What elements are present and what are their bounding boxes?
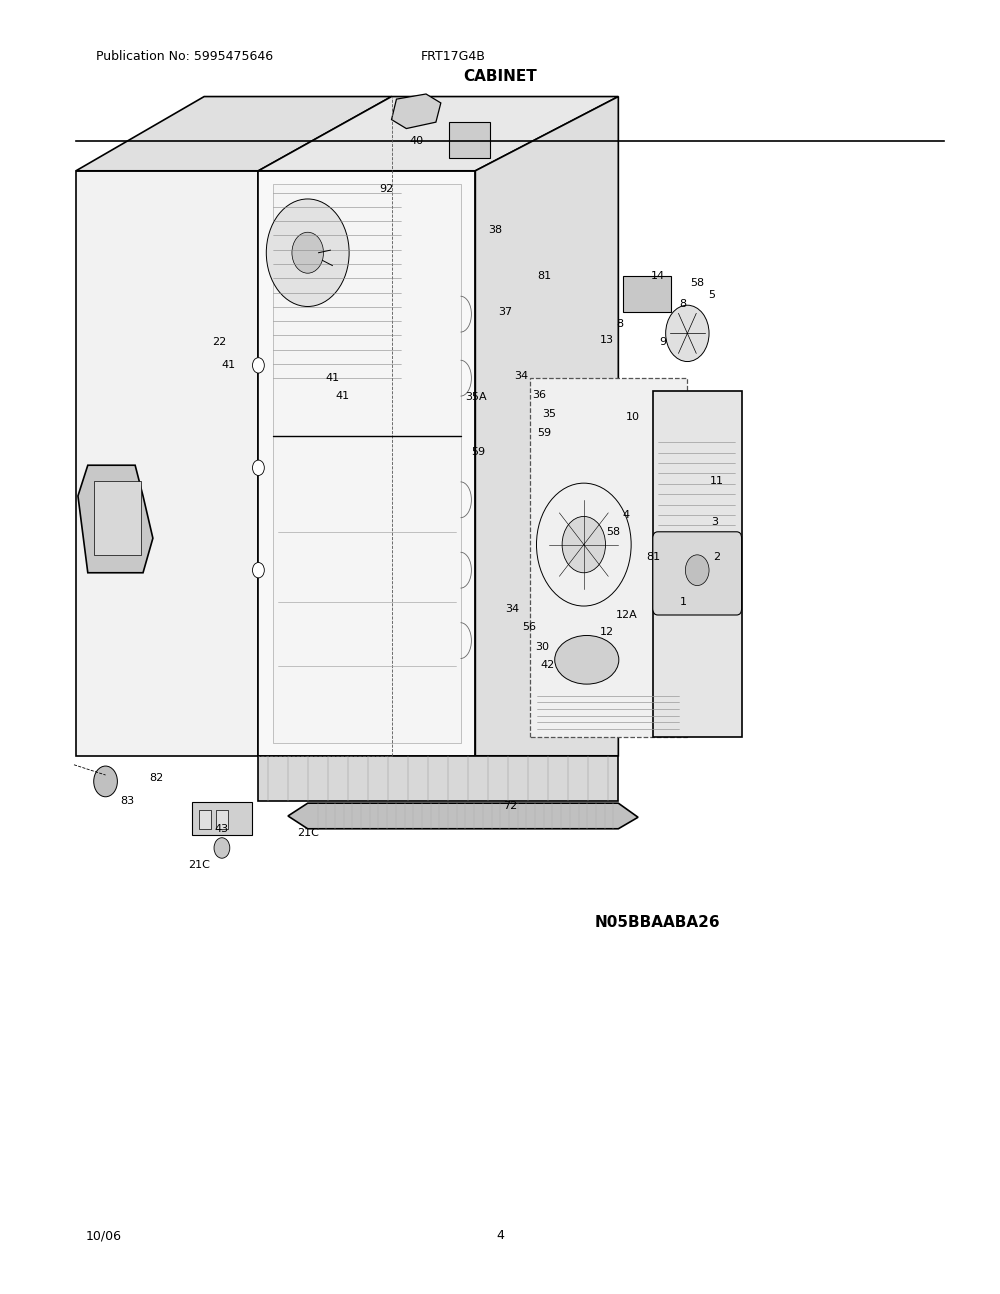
Polygon shape <box>273 184 461 743</box>
Text: 21C: 21C <box>188 859 210 870</box>
Text: 34: 34 <box>515 370 529 380</box>
Text: 5: 5 <box>709 290 716 300</box>
Text: 35A: 35A <box>466 392 487 402</box>
FancyBboxPatch shape <box>653 532 742 615</box>
Circle shape <box>252 563 264 578</box>
Polygon shape <box>258 171 475 756</box>
Text: 12A: 12A <box>615 609 637 620</box>
Circle shape <box>252 357 264 373</box>
Text: 10/06: 10/06 <box>86 1229 122 1242</box>
Text: Publication No: 5995475646: Publication No: 5995475646 <box>96 50 273 63</box>
Text: 8: 8 <box>617 320 624 330</box>
Text: 81: 81 <box>646 553 660 563</box>
Bar <box>192 802 252 835</box>
Polygon shape <box>258 97 618 171</box>
Text: 2: 2 <box>713 553 721 563</box>
Text: 4: 4 <box>623 510 630 520</box>
Polygon shape <box>258 756 618 801</box>
Circle shape <box>685 555 709 586</box>
Text: 34: 34 <box>505 603 519 613</box>
Text: 12: 12 <box>599 626 614 637</box>
Text: 14: 14 <box>651 270 665 281</box>
Text: 72: 72 <box>503 801 517 811</box>
Polygon shape <box>78 466 153 573</box>
Circle shape <box>214 837 230 858</box>
Circle shape <box>562 516 606 573</box>
Polygon shape <box>449 122 490 158</box>
Circle shape <box>252 461 264 475</box>
Text: 30: 30 <box>535 642 549 652</box>
Polygon shape <box>76 97 392 171</box>
Text: 58: 58 <box>606 527 620 537</box>
Text: 37: 37 <box>498 307 512 317</box>
Text: 36: 36 <box>532 389 546 400</box>
Bar <box>216 810 228 828</box>
Text: 10: 10 <box>626 411 640 422</box>
Text: 58: 58 <box>690 278 704 289</box>
Text: 83: 83 <box>120 796 134 806</box>
Text: 81: 81 <box>537 270 551 281</box>
Text: 43: 43 <box>215 824 229 833</box>
Polygon shape <box>392 94 441 128</box>
Text: 41: 41 <box>335 391 349 401</box>
Text: 41: 41 <box>222 360 236 370</box>
Circle shape <box>666 305 709 361</box>
Text: 3: 3 <box>711 516 718 527</box>
Text: 41: 41 <box>325 373 339 383</box>
Text: N05BBAABA26: N05BBAABA26 <box>595 915 721 929</box>
Circle shape <box>292 232 323 273</box>
Polygon shape <box>288 804 638 828</box>
Polygon shape <box>76 171 258 756</box>
Text: 21C: 21C <box>297 828 319 837</box>
Text: 35: 35 <box>542 409 556 419</box>
Polygon shape <box>530 378 687 736</box>
Circle shape <box>266 199 349 307</box>
Bar <box>94 480 141 555</box>
Text: FRT17G4B: FRT17G4B <box>421 50 486 63</box>
Text: CABINET: CABINET <box>463 69 537 84</box>
Text: 92: 92 <box>379 184 394 194</box>
Bar <box>199 810 211 828</box>
Text: 8: 8 <box>679 299 686 309</box>
Text: 56: 56 <box>523 621 537 631</box>
Text: 4: 4 <box>496 1229 504 1242</box>
Text: 11: 11 <box>710 476 724 485</box>
Bar <box>623 276 671 312</box>
Text: 59: 59 <box>537 428 551 439</box>
Text: 9: 9 <box>659 338 666 347</box>
Text: 42: 42 <box>540 660 554 670</box>
Polygon shape <box>475 97 618 756</box>
Text: 13: 13 <box>600 335 614 344</box>
Text: 38: 38 <box>488 225 502 234</box>
Ellipse shape <box>555 635 619 685</box>
Text: 40: 40 <box>409 136 423 146</box>
Text: 1: 1 <box>680 598 687 607</box>
Circle shape <box>94 766 117 797</box>
Polygon shape <box>653 391 742 736</box>
Text: 22: 22 <box>212 338 226 347</box>
Text: 82: 82 <box>150 773 164 783</box>
Text: 59: 59 <box>471 448 485 457</box>
